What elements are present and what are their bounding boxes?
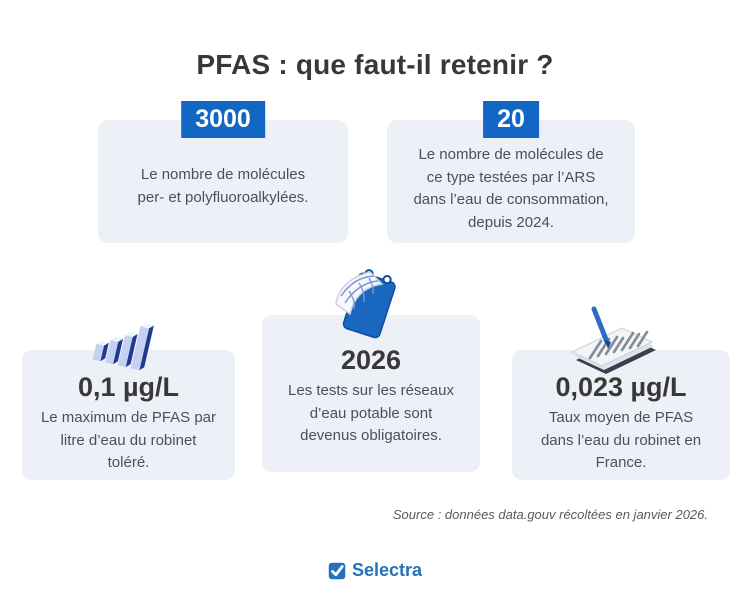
stat-badge: 3000 <box>181 101 265 139</box>
page-title: PFAS : que faut-il retenir ? <box>196 48 554 80</box>
brand-logo: Selectra <box>0 560 750 581</box>
stat-description: Le nombre de molécules per- et polyfluor… <box>98 120 348 209</box>
source-note: Source : données data.gouv récoltées en … <box>392 507 708 522</box>
stat-description: Les tests sur les réseaux d’eau potable … <box>262 380 480 448</box>
stat-description-line: per- et polyfluoroalkylées. <box>137 188 309 206</box>
document-pen-icon <box>564 306 664 378</box>
stat-description-line: Le nombre de molécules de <box>418 146 604 163</box>
checkbox-icon <box>328 562 346 580</box>
stat-description-line: Taux moyen de PFAS <box>548 409 694 426</box>
brand-name: Selectra <box>351 560 423 580</box>
stat-card-molecule-count: 3000 Le nombre de molécules per- et poly… <box>98 101 348 243</box>
stat-description-line: Les tests sur les réseaux <box>288 382 454 399</box>
stat-card-average-rate: 0,023 µg/L Taux moyen de PFAS dans l’eau… <box>512 350 730 480</box>
stat-card-max-limit: 0,1 µg/L Le maximum de PFAS par litre d’… <box>22 350 235 480</box>
stat-description: Taux moyen de PFAS dans l’eau du robinet… <box>512 407 730 475</box>
stat-description-line: ce type testées par l’ARS <box>426 168 596 186</box>
stat-headline: 0,023 µg/L <box>555 372 687 402</box>
stat-description-line: dans l’eau du robinet en <box>540 431 702 449</box>
stat-headline: 2026 <box>340 345 402 375</box>
calendar-icon <box>328 264 408 348</box>
stat-card-tested-molecules: 20 Le nombre de molécules de ce type tes… <box>387 101 635 243</box>
stat-description-line: France. <box>595 454 647 471</box>
stat-description-line: litre d’eau du robinet <box>60 431 197 449</box>
stat-badge: 20 <box>483 101 539 139</box>
bar-chart-icon <box>92 314 154 378</box>
stat-description-line: dans l’eau de consommation, <box>413 191 609 208</box>
stat-description-line: toléré. <box>107 454 150 471</box>
stat-description: Le nombre de molécules de ce type testée… <box>387 120 635 234</box>
stat-description: Le maximum de PFAS par litre d’eau du ro… <box>22 407 235 475</box>
stat-description-line: Le nombre de molécules <box>140 166 306 183</box>
stat-description-line: devenus obligatoires. <box>300 427 442 444</box>
stat-description-line: Le maximum de PFAS par <box>40 409 217 426</box>
stat-description-line: d’eau potable sont <box>309 404 433 422</box>
stat-description-line: depuis 2024. <box>468 213 554 231</box>
stat-headline: 0,1 µg/L <box>77 372 180 402</box>
stat-card-mandatory-tests: 2026 Les tests sur les réseaux d’eau pot… <box>262 315 480 472</box>
